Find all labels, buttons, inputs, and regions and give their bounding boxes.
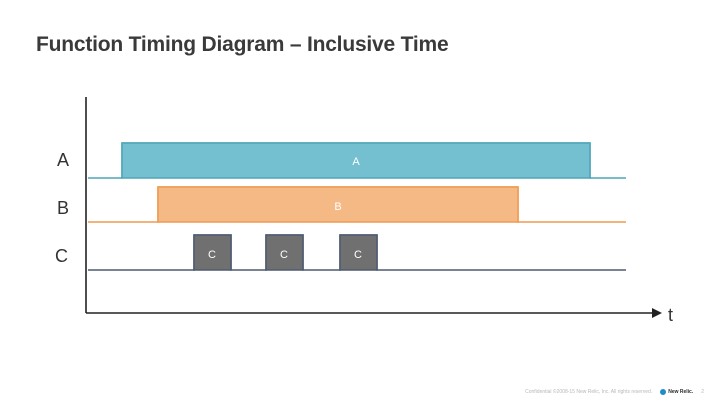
new-relic-logo-icon (660, 389, 667, 395)
timing-block-c-3 (339, 234, 378, 271)
timing-block-b (157, 186, 519, 223)
row-label-b: B (57, 198, 69, 218)
logo-text: New Relic. (668, 389, 694, 395)
confidential-notice: Confidential ©2008-15 New Relic, Inc. Al… (525, 389, 653, 395)
timing-block-a-label: A (352, 156, 360, 168)
row-label-c: C (55, 246, 68, 266)
slide-title: Function Timing Diagram – Inclusive Time (36, 33, 449, 56)
axis-label-t: t (668, 305, 673, 325)
row-label-a: A (57, 150, 69, 170)
x-axis-arrowhead (652, 308, 662, 318)
timing-block-c-2-label: C (280, 249, 288, 261)
timing-block-b-label: B (334, 201, 341, 213)
timing-block-a (121, 142, 591, 179)
page-number: 2 (701, 389, 704, 395)
slide-footer: Confidential ©2008-15 New Relic, Inc. Al… (525, 389, 704, 395)
timing-block-c-3-label: C (354, 249, 362, 261)
timing-block-c-2 (265, 234, 304, 271)
timing-block-c-1 (193, 234, 232, 271)
new-relic-logo: New Relic. (660, 389, 693, 395)
timing-block-c-1-label: C (208, 249, 216, 261)
